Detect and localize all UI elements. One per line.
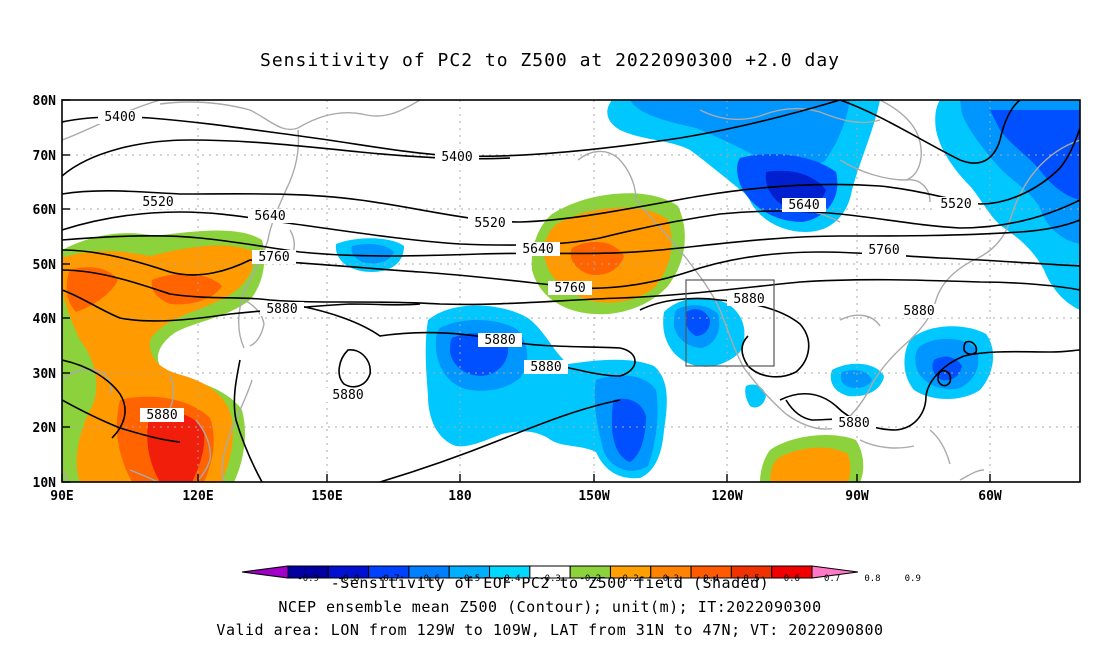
latitude-labels: 80N 70N 60N 50N 40N 30N 20N 10N [33, 94, 57, 491]
contour-label-5880-a: 5880 [266, 302, 297, 317]
positive-region-gulf-orange [770, 447, 851, 482]
colorbar: -0.9 -0.8 -0.7 -0.6 -0.5 -0.4 -0.3 -0.2 0.2 0.3 0.… [241, 565, 921, 584]
footer-valid-area: Valid area: LON from 129W to 109W, LAT f… [216, 621, 884, 639]
contour-label-5760-c: 5760 [868, 243, 899, 258]
contour-5400-arctic [839, 100, 1021, 164]
contour-label-5520-a: 5520 [142, 195, 173, 210]
colorbar-label: 0.2 [622, 574, 638, 584]
contour-label-5760-b: 5760 [554, 281, 585, 296]
colorbar-label: -0.3 [539, 574, 561, 584]
negative-region-west-coast-strong [685, 309, 710, 336]
lon-label: 90W [845, 489, 869, 504]
shaded-field: 5400 5400 5520 5520 5520 5640 5640 5640 … [62, 100, 1080, 482]
negative-region-north-pacific-small-mid [351, 244, 394, 264]
contour-label-5640-a: 5640 [254, 209, 285, 224]
contour-label-5880-h: 5880 [838, 416, 869, 431]
footer-shaded-description: -Sensitivity of EOF PC2 to Z500 field (S… [330, 574, 770, 592]
lat-label: 30N [33, 367, 57, 382]
colorbar-label: 0.5 [743, 574, 759, 584]
contour-5880-south [233, 359, 263, 482]
coastlines [62, 100, 1080, 482]
lon-label: 120E [182, 489, 213, 504]
plot-border [61, 99, 1081, 483]
colorbar-arrow-right [811, 565, 859, 579]
contour-5400-a [62, 100, 841, 158]
colorbar-label: 0.7 [824, 574, 840, 584]
lat-label: 50N [33, 258, 57, 273]
colorbar-label: -0.4 [499, 574, 521, 584]
colorbar-label: 0.3 [663, 574, 679, 584]
negative-region-baja [745, 384, 766, 408]
contour-5880-south-2 [379, 399, 621, 482]
contour-label-5880-d: 5880 [332, 388, 363, 403]
contour-5880-subtropical [299, 305, 636, 377]
lon-label: 60W [978, 489, 1002, 504]
lat-label: 70N [33, 149, 57, 164]
contour-5880-west [62, 359, 126, 439]
lat-label: 20N [33, 421, 57, 436]
contour-label-5760-a: 5760 [258, 250, 289, 265]
colorbar-label: -0.7 [378, 574, 400, 584]
lon-label: 180 [448, 489, 472, 504]
contour-label-5880-f: 5880 [733, 292, 764, 307]
contour-label-5880-b: 5880 [484, 333, 515, 348]
contour-5880-east [779, 349, 1080, 431]
negative-region-hawaii-south-strong [612, 398, 646, 462]
lat-label: 10N [33, 476, 57, 491]
negative-region-arctic-west-mid [630, 100, 850, 166]
footer-contour-description: NCEP ensemble mean Z500 (Contour); unit(… [278, 598, 822, 616]
contour-5880-loop-atlantic-2 [963, 340, 978, 355]
contour-label-5640-b: 5640 [522, 242, 553, 257]
colorbar-label: 0.4 [703, 574, 719, 584]
valid-area-box [685, 279, 775, 367]
negative-region-gulf-coast-mid [840, 370, 872, 388]
contour-label-5880-g: 5880 [903, 304, 934, 319]
colorbar-label: 0.8 [864, 574, 880, 584]
contour-labels: 5400 5400 5520 5520 5520 5640 5640 5640 … [98, 110, 978, 431]
lon-label: 90E [50, 489, 73, 504]
colorbar-label: -0.5 [459, 574, 481, 584]
lat-label: 80N [33, 94, 57, 109]
colorbar-label: 0.6 [784, 574, 800, 584]
lat-label: 60N [33, 203, 57, 218]
positive-region-asia-red [147, 411, 205, 482]
contour-label-5400-a: 5400 [104, 110, 135, 125]
negative-region-west-atlantic-strong [932, 356, 962, 381]
contour-5880-loop-atlantic [937, 369, 952, 387]
contour-label-5400-b: 5400 [441, 150, 472, 165]
contour-5880-south-west [62, 399, 181, 443]
colorbar-label: -0.9 [297, 574, 319, 584]
contour-5880-loop-pacific [338, 349, 371, 388]
lat-label: 40N [33, 312, 57, 327]
colorbar-label: -0.6 [418, 574, 440, 584]
lon-label: 150W [578, 489, 609, 504]
colorbar-label: 0.9 [905, 574, 921, 584]
z500-contours [62, 100, 1080, 482]
positive-region-pacific-dark [570, 241, 624, 276]
colorbar-label: -0.8 [338, 574, 360, 584]
longitude-labels: 90E 120E 150E 180 150W 120W 90W 60W [50, 489, 1002, 504]
contour-5880-main [62, 289, 421, 322]
contour-label-5640-c: 5640 [788, 198, 819, 213]
colorbar-label: -0.2 [579, 574, 601, 584]
axis-ticks [61, 99, 991, 483]
contour-label-5520-c: 5520 [940, 197, 971, 212]
contour-5520-a [62, 127, 1080, 223]
contour-5640-a [62, 199, 1080, 246]
map-title: Sensitivity of PC2 to Z500 at 2022090300… [259, 50, 840, 71]
lon-label: 120W [711, 489, 742, 504]
contour-label-5880-e: 5880 [146, 408, 177, 423]
contour-label-5520-b: 5520 [474, 216, 505, 231]
contour-5760-b [62, 269, 1080, 306]
contour-5640-b [62, 219, 1080, 257]
lon-label: 150E [311, 489, 342, 504]
positive-region-asia-dark [66, 267, 118, 312]
contour-label-5880-c: 5880 [530, 360, 561, 375]
